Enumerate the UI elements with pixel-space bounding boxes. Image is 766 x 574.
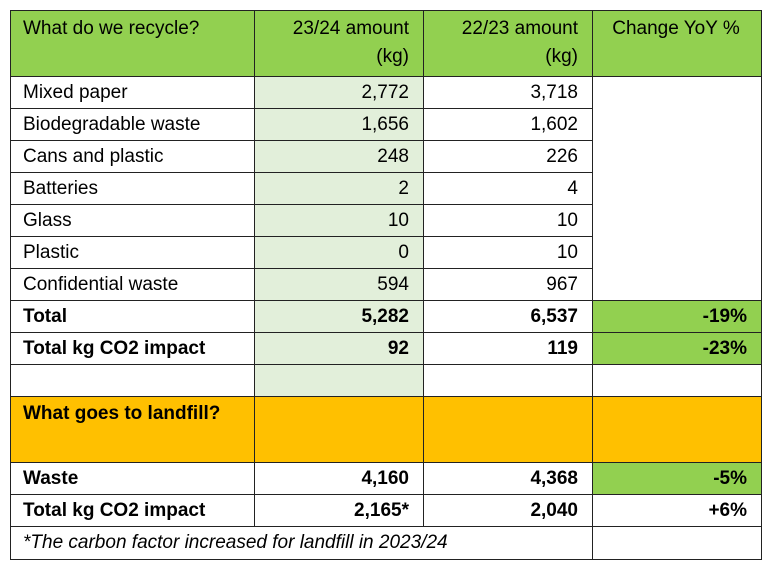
value-2324: 0 (254, 236, 424, 269)
waste-2324: 4,160 (254, 462, 424, 495)
recycling-table: What do we recycle? 23/24 amount (kg) 22… (10, 10, 762, 560)
value-2324: 2,772 (254, 76, 424, 109)
header-2223: 22/23 amount (kg) (423, 10, 593, 77)
value-2324: 10 (254, 204, 424, 237)
blank-row (10, 364, 762, 397)
landfill-co2-2223: 2,040 (423, 494, 593, 527)
header-change: Change YoY % (592, 10, 762, 77)
table-row: Confidential waste 594 967 (10, 268, 762, 301)
blank-cell (423, 396, 593, 463)
blank-cell (592, 526, 762, 560)
blank-cell (254, 364, 424, 397)
landfill-header-row: What goes to landfill? (10, 396, 762, 463)
value-2324: 1,656 (254, 108, 424, 141)
total-co2-2223: 119 (423, 332, 593, 365)
row-label: Biodegradable waste (10, 108, 255, 141)
footnote-row: *The carbon factor increased for landfil… (10, 526, 762, 560)
total-co2-change: -23% (592, 332, 762, 365)
value-2223: 4 (423, 172, 593, 205)
change-empty-cell (592, 76, 762, 301)
waste-2223: 4,368 (423, 462, 593, 495)
footnote: *The carbon factor increased for landfil… (10, 526, 593, 560)
table-row: Mixed paper 2,772 3,718 (10, 76, 762, 301)
blank-cell (10, 364, 255, 397)
landfill-co2-2324: 2,165* (254, 494, 424, 527)
waste-row: Waste 4,160 4,368 -5% (10, 462, 762, 495)
blank-cell (423, 364, 593, 397)
value-2223: 226 (423, 140, 593, 173)
value-2223: 10 (423, 236, 593, 269)
value-2324: 248 (254, 140, 424, 173)
total-2324: 5,282 (254, 300, 424, 333)
value-2324: 2 (254, 172, 424, 205)
value-2223: 10 (423, 204, 593, 237)
blank-cell (592, 396, 762, 463)
total-2223: 6,537 (423, 300, 593, 333)
row-label: Confidential waste (10, 268, 255, 301)
total-label: Total (10, 300, 255, 333)
row-label: Mixed paper (10, 76, 255, 109)
table-row: Plastic 0 10 (10, 236, 762, 269)
waste-label: Waste (10, 462, 255, 495)
landfill-header: What goes to landfill? (10, 396, 255, 463)
value-2223: 3,718 (423, 76, 593, 109)
value-2223: 1,602 (423, 108, 593, 141)
blank-cell (592, 364, 762, 397)
header-2324: 23/24 amount (kg) (254, 10, 424, 77)
value-2324: 594 (254, 268, 424, 301)
table-row: Batteries 2 4 (10, 172, 762, 205)
table-row: Biodegradable waste 1,656 1,602 (10, 108, 762, 141)
row-label: Cans and plastic (10, 140, 255, 173)
total-co2-label: Total kg CO2 impact (10, 332, 255, 365)
total-change: -19% (592, 300, 762, 333)
header-row: What do we recycle? 23/24 amount (kg) 22… (10, 10, 762, 77)
row-label: Batteries (10, 172, 255, 205)
blank-cell (254, 396, 424, 463)
total-row: Total 5,282 6,537 -19% (10, 300, 762, 333)
landfill-co2-row: Total kg CO2 impact 2,165* 2,040 +6% (10, 494, 762, 527)
landfill-co2-label: Total kg CO2 impact (10, 494, 255, 527)
landfill-co2-change: +6% (592, 494, 762, 527)
total-co2-2324: 92 (254, 332, 424, 365)
waste-change: -5% (592, 462, 762, 495)
total-co2-row: Total kg CO2 impact 92 119 -23% (10, 332, 762, 365)
value-2223: 967 (423, 268, 593, 301)
header-what-recycle: What do we recycle? (10, 10, 255, 77)
row-label: Glass (10, 204, 255, 237)
row-label: Plastic (10, 236, 255, 269)
